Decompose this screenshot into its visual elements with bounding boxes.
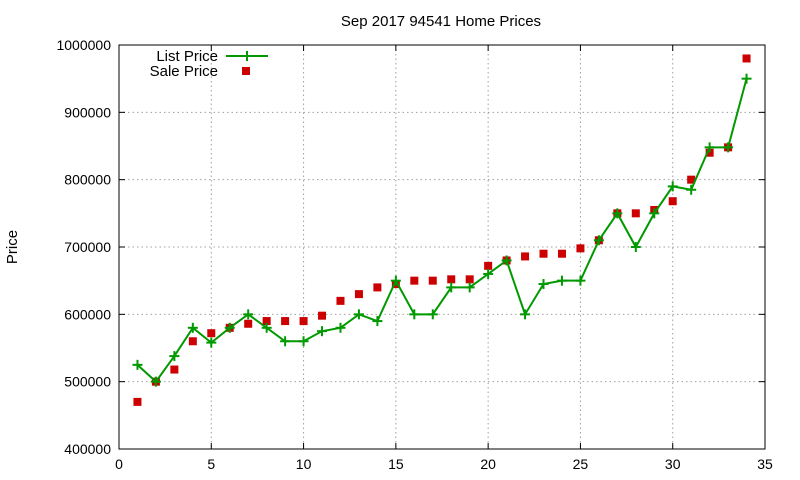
list-price-point	[317, 326, 328, 337]
sale-price-point	[207, 329, 216, 338]
sale-price-point	[668, 197, 677, 206]
series-layer	[132, 54, 752, 406]
legend-marker-sale-price	[242, 67, 250, 75]
list-price-point	[501, 255, 512, 266]
y-tick-label: 1000000	[56, 37, 111, 53]
x-tick-label: 25	[573, 456, 589, 472]
chart-title: Sep 2017 94541 Home Prices	[341, 13, 541, 30]
list-price-point	[261, 322, 272, 333]
list-price-point	[556, 275, 567, 286]
tick-layer: 0 5 10 15 20 25 30 35 400000 500000 600000 700000 80…	[56, 37, 773, 472]
sale-price-point	[244, 319, 253, 328]
legend-label-sale-price: Sale Price	[150, 63, 218, 80]
y-tick-label: 600000	[64, 306, 111, 322]
legend-marker-list-price	[242, 51, 252, 61]
list-price-point	[409, 309, 420, 320]
y-tick-label: 800000	[64, 172, 111, 188]
list-price-point	[575, 275, 586, 286]
y-tick-label: 900000	[64, 104, 111, 120]
list-price-point	[593, 235, 604, 246]
list-price-point	[353, 309, 364, 320]
list-price-point	[390, 275, 401, 286]
sale-price-point	[318, 311, 327, 320]
x-tick-label: 10	[296, 456, 312, 472]
list-price-point	[224, 322, 235, 333]
sale-price-point	[742, 54, 751, 63]
sale-price-point	[428, 276, 437, 285]
list-price-point	[298, 336, 309, 347]
sale-price-point	[539, 249, 548, 258]
sale-price-point	[447, 275, 456, 284]
legend-label-list-price: List Price	[156, 48, 218, 65]
list-price-point	[464, 282, 475, 293]
list-price-point	[483, 268, 494, 279]
list-price-point	[446, 282, 457, 293]
y-tick-label: 400000	[64, 441, 111, 457]
y-axis-label: Price	[4, 230, 21, 264]
x-tick-label: 20	[480, 456, 496, 472]
list-price-point	[612, 208, 623, 219]
sale-price-point	[705, 148, 714, 157]
list-price-point	[150, 376, 161, 387]
list-price-point	[132, 359, 143, 370]
list-price-point	[187, 322, 198, 333]
x-tick-label: 15	[388, 456, 404, 472]
list-price-point	[335, 322, 346, 333]
sale-price-point	[687, 175, 696, 184]
sale-price-point	[281, 317, 290, 326]
sale-price-point	[410, 276, 419, 285]
sale-price-point	[188, 337, 197, 346]
list-price-point	[741, 73, 752, 84]
sale-price-point	[170, 365, 179, 374]
grid-layer	[119, 45, 765, 449]
sale-price-point	[484, 261, 493, 270]
x-tick-label: 30	[665, 456, 681, 472]
sale-price-point	[521, 252, 530, 261]
sale-price-point	[262, 317, 271, 326]
sale-price-point	[133, 397, 142, 406]
x-tick-label: 35	[757, 456, 773, 472]
sale-price-point	[336, 296, 345, 305]
sale-price-point	[299, 317, 308, 326]
list-price-point	[630, 242, 641, 252]
x-tick-label: 0	[115, 456, 123, 472]
list-price-line	[136, 78, 748, 384]
list-price-point	[538, 279, 549, 290]
sale-price-point	[557, 249, 566, 258]
legend: List Price Sale Price	[150, 48, 268, 80]
list-price-point	[169, 351, 180, 362]
y-tick-label: 700000	[64, 239, 111, 255]
sale-price-point	[576, 244, 585, 253]
sale-price-point	[354, 290, 363, 299]
list-price-point	[649, 208, 660, 219]
list-price-point	[520, 309, 531, 320]
x-tick-label: 5	[207, 456, 215, 472]
list-price-point	[206, 337, 217, 348]
list-price-point	[243, 309, 254, 320]
list-price-point	[667, 181, 678, 192]
sale-price-point	[631, 209, 640, 218]
sale-price-point	[465, 275, 474, 284]
list-price-point	[686, 184, 697, 195]
list-price-point	[372, 316, 383, 327]
list-price-point	[723, 142, 734, 153]
list-price-point	[704, 142, 715, 153]
list-price-point	[280, 336, 291, 347]
y-tick-label: 500000	[64, 374, 111, 390]
sale-price-point	[373, 283, 382, 292]
list-price-point	[427, 309, 438, 320]
